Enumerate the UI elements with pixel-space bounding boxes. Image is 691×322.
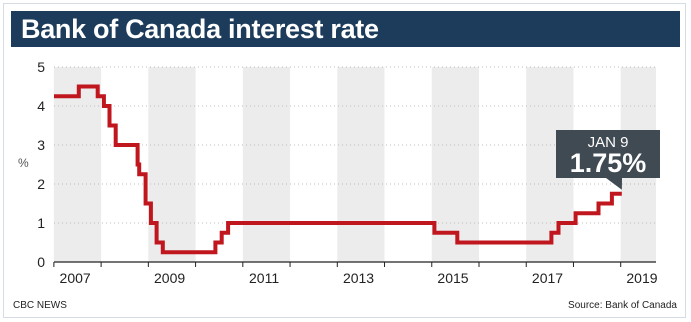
year-band — [431, 67, 479, 262]
x-tick-label: 2007 — [60, 270, 91, 286]
x-tick-label: 2019 — [626, 270, 657, 286]
x-tick-label: 2015 — [437, 270, 468, 286]
title-bar: Bank of Canada interest rate — [11, 11, 680, 47]
callout: JAN 91.75% — [556, 130, 660, 190]
callout-date: JAN 9 — [588, 134, 629, 151]
year-band — [242, 67, 291, 262]
y-tick-label: 3 — [37, 137, 45, 153]
chart-title: Bank of Canada interest rate — [21, 14, 379, 44]
y-tick-label: 4 — [37, 98, 45, 114]
y-axis-label: % — [18, 156, 29, 170]
x-tick-label: 2013 — [343, 270, 374, 286]
source-label: Source: Bank of Canada — [568, 300, 677, 311]
year-band — [337, 67, 385, 262]
y-tick-label: 0 — [37, 254, 45, 270]
year-band — [53, 67, 102, 262]
callout-box — [556, 130, 660, 190]
y-tick-label: 5 — [37, 59, 45, 75]
y-tick-label: 2 — [37, 176, 45, 192]
series-line — [54, 84, 622, 255]
x-tick-label: 2011 — [249, 270, 279, 286]
x-tick-label: 2017 — [532, 270, 563, 286]
data-points — [53, 86, 622, 253]
x-tick-label: 2009 — [154, 270, 185, 286]
y-tick-label: 1 — [37, 215, 45, 231]
credit-label: CBC NEWS — [13, 300, 67, 311]
callout-value: 1.75% — [570, 148, 647, 178]
